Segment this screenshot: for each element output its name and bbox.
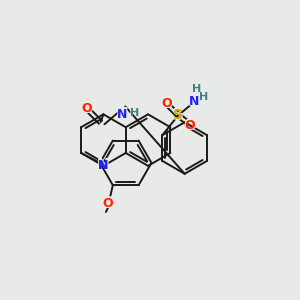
Text: H: H (130, 108, 139, 118)
Text: N: N (98, 159, 109, 172)
Text: N: N (116, 107, 129, 122)
Text: O: O (185, 119, 195, 132)
Text: N: N (188, 94, 200, 109)
Text: O: O (101, 196, 114, 211)
Text: H: H (192, 84, 202, 94)
Text: O: O (80, 101, 93, 116)
Text: N: N (98, 159, 109, 172)
Text: H: H (198, 89, 210, 103)
Text: H: H (128, 106, 140, 120)
Text: H: H (200, 92, 208, 101)
Text: S: S (173, 108, 183, 122)
Text: H: H (191, 82, 203, 96)
Text: S: S (172, 106, 184, 124)
Text: O: O (103, 196, 113, 209)
Text: O: O (184, 118, 196, 133)
Text: O: O (161, 97, 172, 110)
Text: O: O (81, 102, 92, 115)
Text: N: N (97, 158, 110, 173)
Text: N: N (97, 158, 110, 173)
Text: O: O (160, 96, 173, 111)
Text: N: N (189, 95, 199, 108)
Text: N: N (117, 108, 128, 121)
